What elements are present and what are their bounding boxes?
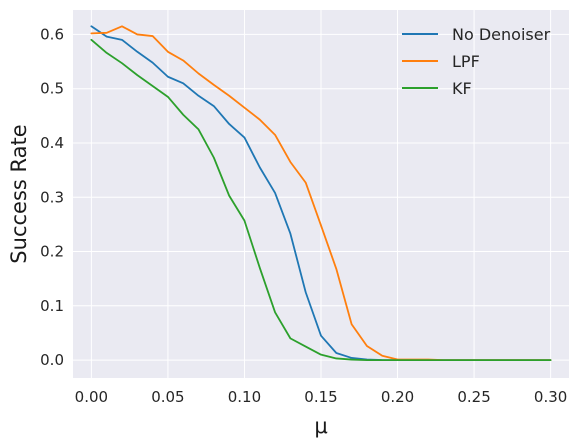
x-axis-label: μ [314,414,327,438]
x-tick-label: 0.25 [457,388,490,406]
x-tick-label: 0.20 [381,388,414,406]
x-tick-label: 0.10 [228,388,261,406]
x-tick-label: 0.15 [304,388,337,406]
y-tick-label: 0.2 [40,243,64,261]
y-tick-label: 0.3 [40,188,64,206]
y-tick-label: 0.0 [40,351,64,369]
legend-label: LPF [452,52,480,71]
y-tick-label: 0.5 [40,80,64,98]
grid [73,10,569,378]
x-tick-label: 0.05 [151,388,184,406]
y-axis-ticks: 0.0 0.1 0.2 0.3 0.4 0.5 0.6 [40,25,64,369]
y-axis-label: Success Rate [7,124,31,263]
y-tick-label: 0.6 [40,25,64,43]
series-line-kf [90,38,552,361]
x-tick-label: 0.30 [534,388,567,406]
x-axis-ticks: 0.00 0.05 0.10 0.15 0.20 0.25 0.30 [75,388,568,406]
legend-label: KF [452,79,472,98]
legend-label: No Denoiser [452,25,551,44]
y-tick-label: 0.1 [40,297,64,315]
legend: No Denoiser LPF KF [402,25,551,98]
series-lines [90,25,552,361]
x-tick-label: 0.00 [75,388,108,406]
y-tick-label: 0.4 [40,134,64,152]
